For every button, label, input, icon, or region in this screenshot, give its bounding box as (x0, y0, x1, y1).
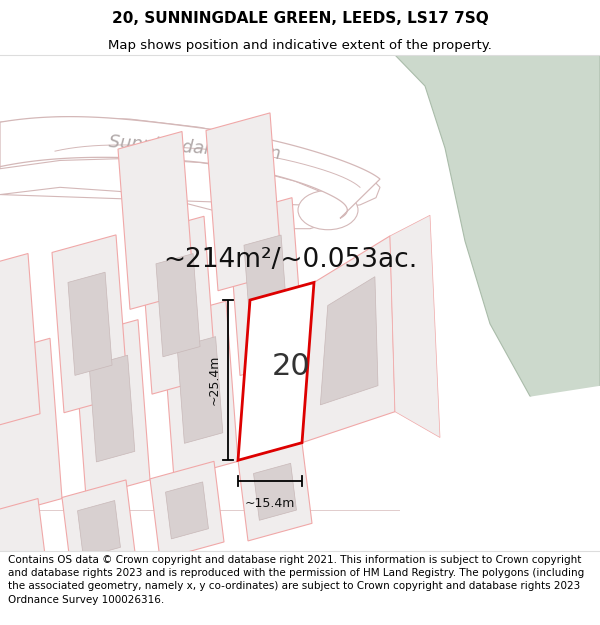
Polygon shape (390, 215, 440, 438)
Polygon shape (206, 113, 282, 291)
Polygon shape (150, 461, 224, 559)
Polygon shape (0, 338, 62, 516)
Polygon shape (395, 55, 600, 428)
Text: ~214m²/~0.053ac.: ~214m²/~0.053ac. (163, 247, 417, 272)
Polygon shape (0, 117, 380, 218)
Polygon shape (140, 216, 216, 394)
Polygon shape (320, 277, 378, 405)
Text: ~15.4m: ~15.4m (245, 498, 295, 511)
Polygon shape (74, 319, 150, 498)
Polygon shape (0, 117, 380, 229)
Text: Contains OS data © Crown copyright and database right 2021. This information is : Contains OS data © Crown copyright and d… (8, 555, 584, 604)
Polygon shape (400, 386, 600, 551)
Polygon shape (118, 131, 194, 309)
Polygon shape (254, 463, 296, 520)
Polygon shape (52, 235, 128, 412)
Polygon shape (89, 355, 135, 462)
Ellipse shape (298, 191, 358, 230)
Text: ~25.4m: ~25.4m (208, 355, 221, 406)
Polygon shape (177, 337, 223, 443)
Polygon shape (0, 254, 40, 431)
Polygon shape (0, 510, 600, 551)
Polygon shape (166, 482, 208, 539)
Polygon shape (162, 301, 238, 479)
Polygon shape (77, 501, 121, 558)
Text: Sunningdale Green: Sunningdale Green (109, 133, 281, 163)
Polygon shape (238, 282, 314, 460)
Text: 20: 20 (272, 352, 310, 381)
Polygon shape (302, 236, 395, 442)
Polygon shape (0, 499, 48, 597)
Text: 20, SUNNINGDALE GREEN, LEEDS, LS17 7SQ: 20, SUNNINGDALE GREEN, LEEDS, LS17 7SQ (112, 11, 488, 26)
Polygon shape (244, 235, 288, 338)
Polygon shape (62, 480, 136, 578)
Text: Map shows position and indicative extent of the property.: Map shows position and indicative extent… (108, 39, 492, 51)
Polygon shape (238, 442, 312, 541)
Polygon shape (156, 254, 200, 357)
Polygon shape (228, 198, 304, 376)
Polygon shape (68, 272, 112, 376)
